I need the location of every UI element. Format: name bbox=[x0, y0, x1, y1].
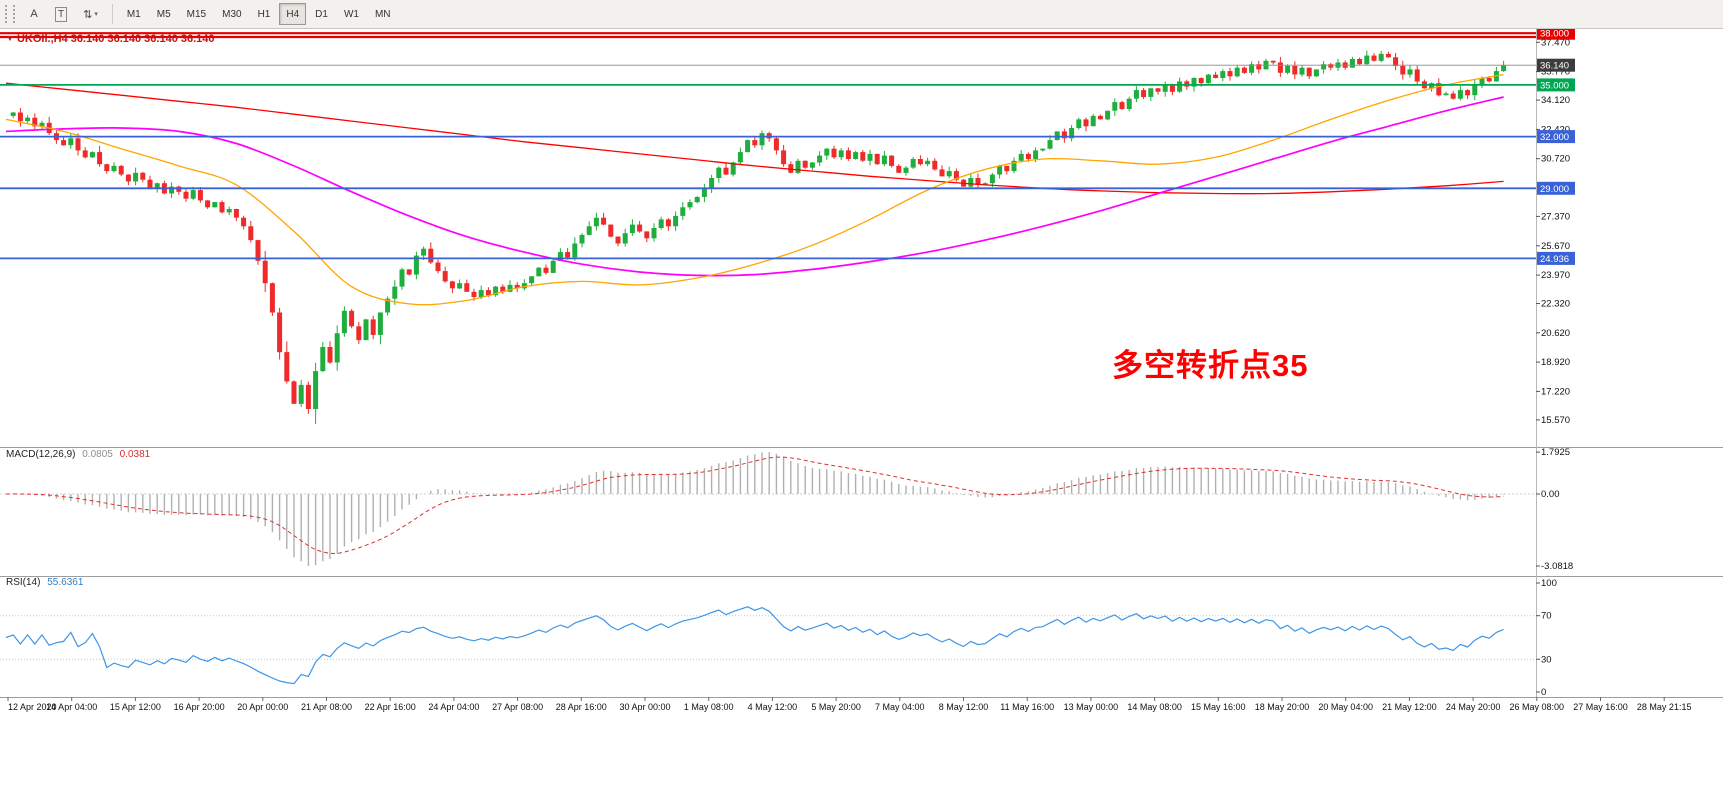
svg-text:28 May 21:15: 28 May 21:15 bbox=[1637, 702, 1692, 712]
svg-text:16 Apr 20:00: 16 Apr 20:00 bbox=[174, 702, 225, 712]
macd-signal-line bbox=[5, 456, 1504, 555]
svg-text:4 May 12:00: 4 May 12:00 bbox=[748, 702, 798, 712]
svg-text:18 May 20:00: 18 May 20:00 bbox=[1255, 702, 1310, 712]
chevron-down-icon: ▾ bbox=[94, 11, 98, 18]
svg-text:11 May 16:00: 11 May 16:00 bbox=[1000, 702, 1054, 712]
svg-text:22.320: 22.320 bbox=[1541, 299, 1570, 310]
svg-text:27 Apr 08:00: 27 Apr 08:00 bbox=[492, 702, 543, 712]
chart-area[interactable]: 37.470 35.770 34.120 32.420 30.720 27.370 25.6… bbox=[0, 28, 1723, 786]
svg-text:20 May 04:00: 20 May 04:00 bbox=[1318, 702, 1373, 712]
svg-text:15 Apr 12:00: 15 Apr 12:00 bbox=[110, 702, 161, 712]
toolbar: A T ⇅ ▾ M1 M5 M15 M30 H1 H4 D1 W1 MN bbox=[0, 0, 1723, 29]
svg-text:29.000: 29.000 bbox=[1540, 184, 1569, 195]
ma-magenta-mid[interactable] bbox=[5, 96, 1504, 277]
svg-text:23.970: 23.970 bbox=[1541, 270, 1570, 281]
svg-text:20 Apr 00:00: 20 Apr 00:00 bbox=[237, 702, 288, 712]
svg-text:7 May 04:00: 7 May 04:00 bbox=[875, 702, 925, 712]
text-label-icon: T bbox=[55, 6, 68, 22]
svg-text:5 May 20:00: 5 May 20:00 bbox=[811, 702, 861, 712]
svg-text:36.140: 36.140 bbox=[1540, 61, 1569, 72]
rsi-line bbox=[5, 606, 1504, 685]
svg-text:70: 70 bbox=[1541, 611, 1552, 622]
timeframe-m5-button[interactable]: M5 bbox=[150, 3, 178, 25]
svg-text:35.770: 35.770 bbox=[1541, 67, 1570, 78]
timeframe-m1-button[interactable]: M1 bbox=[120, 3, 148, 25]
svg-text:17.220: 17.220 bbox=[1541, 386, 1570, 397]
timeframe-h4-button[interactable]: H4 bbox=[279, 3, 307, 25]
svg-text:30.720: 30.720 bbox=[1541, 154, 1570, 165]
svg-text:27 May 16:00: 27 May 16:00 bbox=[1573, 702, 1628, 712]
svg-text:1.7925: 1.7925 bbox=[1541, 447, 1570, 458]
svg-text:13 May 00:00: 13 May 00:00 bbox=[1064, 702, 1119, 712]
svg-text:32.000: 32.000 bbox=[1540, 132, 1569, 143]
timeframe-mn-button[interactable]: MN bbox=[368, 3, 398, 25]
macd-histogram bbox=[12, 452, 1505, 566]
ma-red-slow[interactable] bbox=[5, 82, 1504, 195]
svg-text:26 May 08:00: 26 May 08:00 bbox=[1510, 702, 1565, 712]
svg-text:14 Apr 04:00: 14 Apr 04:00 bbox=[46, 702, 97, 712]
svg-text:15 May 16:00: 15 May 16:00 bbox=[1191, 702, 1246, 712]
rsi-axis-ticks: 100 70 30 0 bbox=[1536, 578, 1557, 698]
price-level-boxes: 38.000 35.000 32.000 29.000 24.936 36.140 bbox=[1537, 28, 1575, 265]
svg-text:30 Apr 00:00: 30 Apr 00:00 bbox=[619, 702, 670, 712]
macd-axis-ticks: 1.7925 0.00 -3.0818 bbox=[1536, 447, 1573, 572]
svg-text:24 May 20:00: 24 May 20:00 bbox=[1446, 702, 1501, 712]
ma-orange-fast[interactable] bbox=[5, 73, 1504, 306]
svg-text:-3.0818: -3.0818 bbox=[1541, 561, 1573, 572]
toolbar-separator bbox=[111, 4, 113, 24]
svg-text:22 Apr 16:00: 22 Apr 16:00 bbox=[365, 702, 416, 712]
svg-text:38.000: 38.000 bbox=[1540, 29, 1569, 40]
timeframe-w1-button[interactable]: W1 bbox=[337, 3, 366, 25]
timeframe-m15-button[interactable]: M15 bbox=[180, 3, 213, 25]
svg-text:12 Apr 2020: 12 Apr 2020 bbox=[8, 702, 57, 712]
cycle-lines-tool-button[interactable]: ⇅ ▾ bbox=[76, 3, 105, 25]
timeframe-h1-button[interactable]: H1 bbox=[251, 3, 278, 25]
svg-text:1 May 08:00: 1 May 08:00 bbox=[684, 702, 734, 712]
svg-text:35.000: 35.000 bbox=[1540, 80, 1569, 91]
svg-text:0.00: 0.00 bbox=[1541, 489, 1560, 500]
svg-text:14 May 08:00: 14 May 08:00 bbox=[1127, 702, 1182, 712]
svg-text:27.370: 27.370 bbox=[1541, 211, 1570, 222]
cycle-lines-icon: ⇅ bbox=[83, 8, 93, 21]
annotations-tool-button[interactable]: A bbox=[22, 3, 46, 25]
text-label-tool-button[interactable]: T bbox=[48, 3, 74, 25]
svg-text:8 May 12:00: 8 May 12:00 bbox=[939, 702, 989, 712]
svg-text:30: 30 bbox=[1541, 654, 1552, 665]
toolbar-grip[interactable] bbox=[5, 5, 15, 23]
price-axis-ticks: 37.470 35.770 34.120 32.420 30.720 27.370 25.6… bbox=[1536, 37, 1570, 426]
svg-text:37.470: 37.470 bbox=[1541, 37, 1570, 48]
svg-text:20.620: 20.620 bbox=[1541, 328, 1570, 339]
text-annotation-icon: A bbox=[30, 8, 38, 20]
svg-text:28 Apr 16:00: 28 Apr 16:00 bbox=[556, 702, 607, 712]
svg-text:0: 0 bbox=[1541, 687, 1546, 698]
svg-text:34.120: 34.120 bbox=[1541, 95, 1570, 106]
svg-text:24.936: 24.936 bbox=[1540, 254, 1569, 265]
timeframe-m30-button[interactable]: M30 bbox=[215, 3, 248, 25]
svg-text:100: 100 bbox=[1541, 578, 1557, 589]
svg-text:21 Apr 08:00: 21 Apr 08:00 bbox=[301, 702, 352, 712]
svg-text:32.420: 32.420 bbox=[1541, 124, 1570, 135]
svg-text:25.670: 25.670 bbox=[1541, 241, 1570, 252]
svg-text:24 Apr 04:00: 24 Apr 04:00 bbox=[428, 702, 479, 712]
chart-canvas: 37.470 35.770 34.120 32.420 30.720 27.370 25.6… bbox=[0, 28, 1723, 712]
timeframe-d1-button[interactable]: D1 bbox=[308, 3, 335, 25]
svg-text:15.570: 15.570 bbox=[1541, 415, 1570, 426]
svg-text:21 May 12:00: 21 May 12:00 bbox=[1382, 702, 1437, 712]
svg-text:18.920: 18.920 bbox=[1541, 357, 1570, 368]
